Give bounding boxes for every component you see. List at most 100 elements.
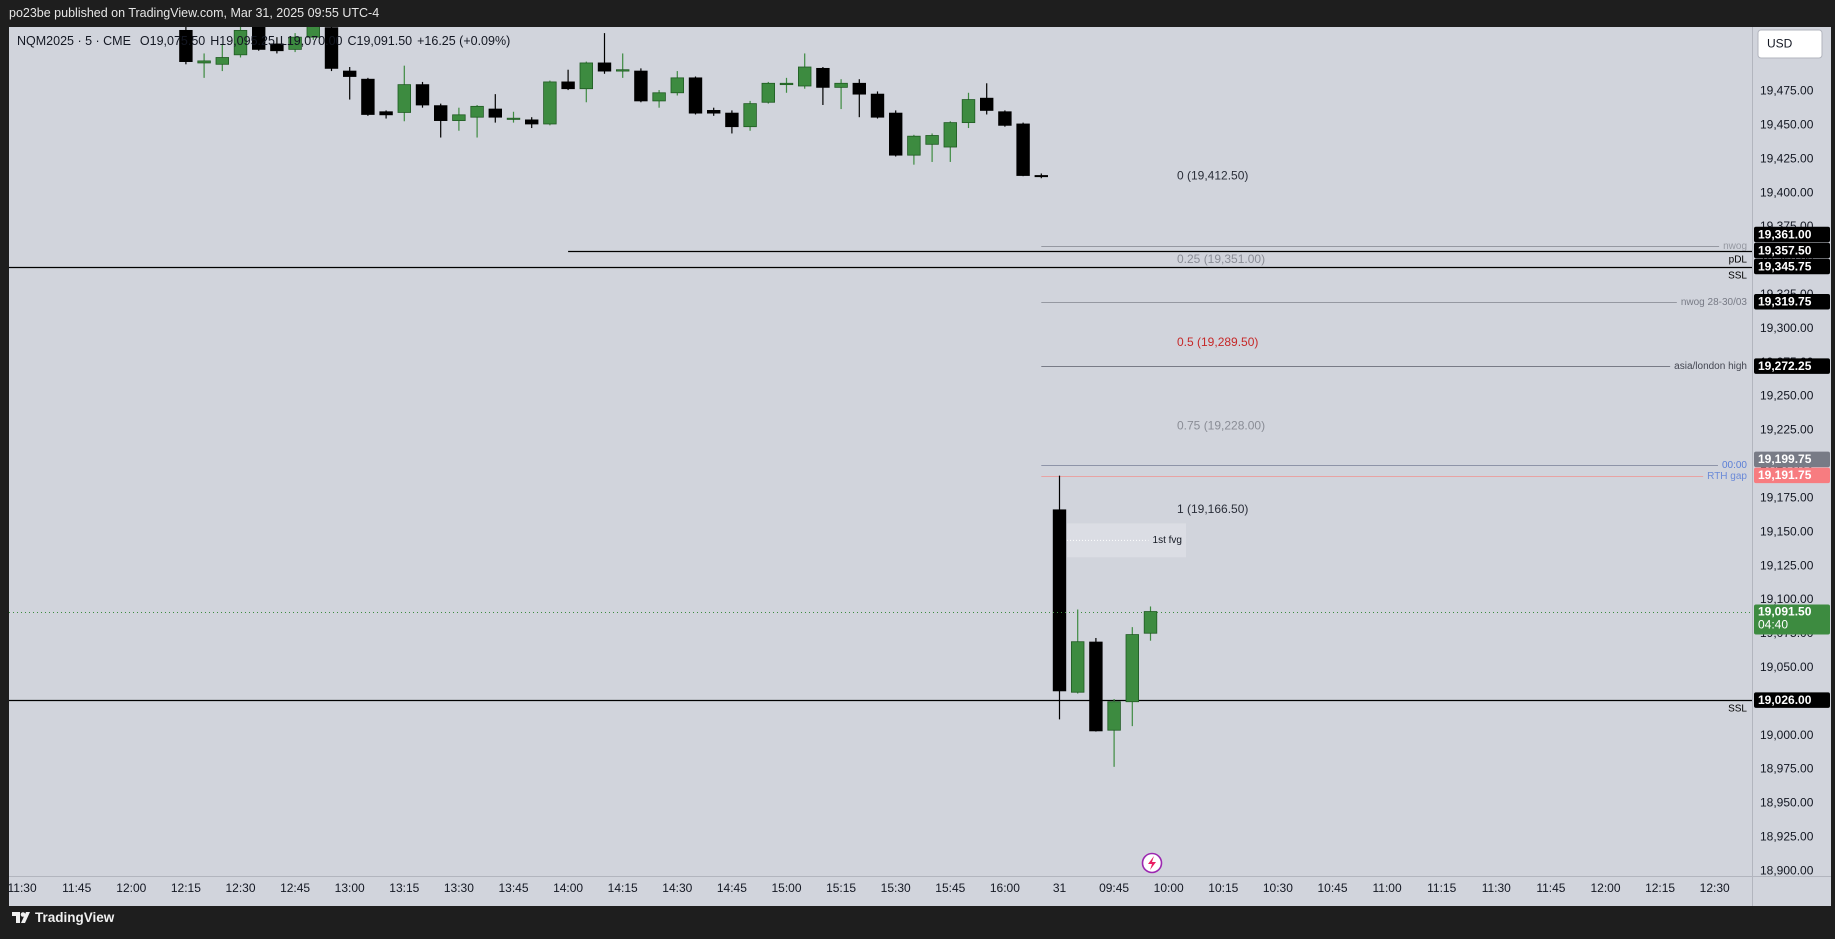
- level-label: RTH gap: [1707, 471, 1747, 482]
- x-tick-label: 15:45: [935, 881, 965, 895]
- candle-body: [597, 62, 612, 72]
- y-tick-label: 18,950.00: [1760, 796, 1814, 810]
- candle-body: [816, 67, 830, 88]
- y-tick-label: 19,225.00: [1760, 423, 1814, 437]
- price-tag-label: 19,345.75: [1758, 259, 1812, 273]
- x-tick-label: 11:30: [1482, 881, 1511, 895]
- candle-body: [251, 27, 266, 50]
- price-tag-label: 19,357.50: [1758, 243, 1812, 257]
- candle-body: [324, 27, 339, 69]
- y-tick-label: 19,050.00: [1760, 660, 1814, 674]
- price-tag: [1754, 692, 1830, 708]
- x-tick-label: 12:45: [280, 881, 310, 895]
- candle-body: [270, 43, 284, 52]
- currency[interactable]: USD: [1767, 37, 1793, 51]
- candle-body: [379, 111, 393, 116]
- y-tick-label: 19,250.00: [1760, 389, 1814, 403]
- level-label: nwog 28-30/03: [1681, 297, 1748, 308]
- candle-body: [488, 108, 503, 118]
- candle-body: [998, 111, 1012, 126]
- countdown: 04:40: [1758, 618, 1788, 632]
- price-tag-label: 19,272.25: [1758, 359, 1812, 373]
- y-tick-label: 19,400.00: [1760, 185, 1814, 199]
- candle-body: [197, 60, 211, 64]
- candle-body: [725, 112, 739, 128]
- candle-body: [652, 92, 666, 102]
- candle-body: [561, 81, 575, 90]
- price-tag-label: 19,026.00: [1758, 693, 1812, 707]
- fib-label: 0.25 (19,351.00): [1177, 252, 1265, 266]
- candle-body: [943, 122, 958, 148]
- price-tag: [1754, 293, 1830, 310]
- x-tick-label: 15:00: [771, 881, 801, 895]
- candle-body: [452, 114, 466, 121]
- publish-header: po23be published on TradingView.com, Mar…: [9, 6, 380, 20]
- price-tag: [1754, 242, 1830, 259]
- y-tick-label: 19,300.00: [1760, 321, 1814, 335]
- candle-body: [761, 82, 776, 103]
- y-tick-label: 19,150.00: [1760, 524, 1814, 538]
- x-tick-label: 11:00: [1373, 881, 1402, 895]
- y-tick-label: 18,975.00: [1760, 762, 1814, 776]
- overlays: 11:30 11:45 12:00 12:15 12:30 12:45 13:00 13:15…: [8, 226, 1830, 895]
- candle-body: [798, 66, 812, 87]
- chart-background: [9, 27, 1831, 906]
- candle-body: [415, 84, 430, 106]
- candle-body: [961, 99, 976, 124]
- price-tag-label: 19,199.75: [1758, 452, 1812, 466]
- legend: NQM2025 · 5 · CME O19,075.50 H19,095.25 …: [17, 34, 510, 48]
- price-tag-label: 19,319.75: [1758, 295, 1812, 309]
- fib-label: 0.5 (19,289.50): [1177, 335, 1258, 349]
- candle-body: [233, 29, 248, 56]
- y-tick-label: 19,450.00: [1760, 117, 1814, 131]
- candle-body: [779, 82, 794, 86]
- fvg-box: [1067, 523, 1186, 558]
- currency-box[interactable]: [1757, 29, 1823, 59]
- candle-body: [852, 82, 867, 95]
- candle-body: [306, 27, 321, 38]
- price-tag-label: 19,361.00: [1758, 227, 1812, 241]
- legend-value: L19,070.00: [279, 34, 343, 48]
- level-label: SSL: [1728, 704, 1747, 715]
- y-tick-label: 18,925.00: [1760, 830, 1814, 844]
- footer: TradingView: [12, 910, 114, 925]
- x-tick-label: 13:45: [498, 881, 528, 895]
- level-label: nwog: [1723, 241, 1747, 252]
- candle-body: [980, 97, 994, 111]
- y-tick-label: 19,475.00: [1760, 84, 1814, 98]
- price-tag: [1754, 467, 1830, 484]
- x-tick-label: 11:30: [8, 881, 37, 895]
- y-tick-label: 19,125.00: [1760, 558, 1814, 572]
- x-tick-label: 10:15: [1208, 881, 1238, 895]
- candle-body: [707, 110, 721, 114]
- fvg-label: 1st fvg: [1153, 535, 1182, 546]
- candle-body: [506, 117, 521, 120]
- plot-area: 1st fvg 0 (19,412.50) 0.25 (19,351.00) 0.5 …: [9, 27, 1752, 767]
- candle-body: [1107, 701, 1121, 731]
- y-tick-label: 19,175.00: [1760, 490, 1814, 504]
- candle-body: [397, 84, 412, 113]
- candle-body: [870, 93, 885, 118]
- x-tick-label: 12:00: [116, 881, 146, 895]
- candle-body: [907, 135, 921, 156]
- y-tick-label: 18,900.00: [1760, 863, 1814, 877]
- candle-body: [925, 135, 939, 145]
- fib-label: 1 (19,166.50): [1177, 502, 1248, 516]
- legend-value: O19,075.50: [139, 34, 206, 48]
- alert-icon[interactable]: [1141, 852, 1163, 874]
- price-tag-label: 19,191.75: [1758, 468, 1812, 482]
- candle-body: [889, 112, 903, 156]
- candle-body: [1143, 611, 1158, 634]
- candle-body: [470, 105, 484, 118]
- candle-body: [288, 36, 302, 50]
- x-tick-label: 11:15: [1427, 881, 1456, 895]
- x-tick-label: 15:15: [826, 881, 856, 895]
- x-tick-label: 12:30: [1700, 881, 1730, 895]
- x-tick-label: 10:45: [1317, 881, 1347, 895]
- candle-body: [670, 77, 685, 94]
- last-price-label: 19,091.50: [1758, 605, 1812, 619]
- candle-body: [743, 103, 757, 128]
- candle-body: [215, 57, 230, 65]
